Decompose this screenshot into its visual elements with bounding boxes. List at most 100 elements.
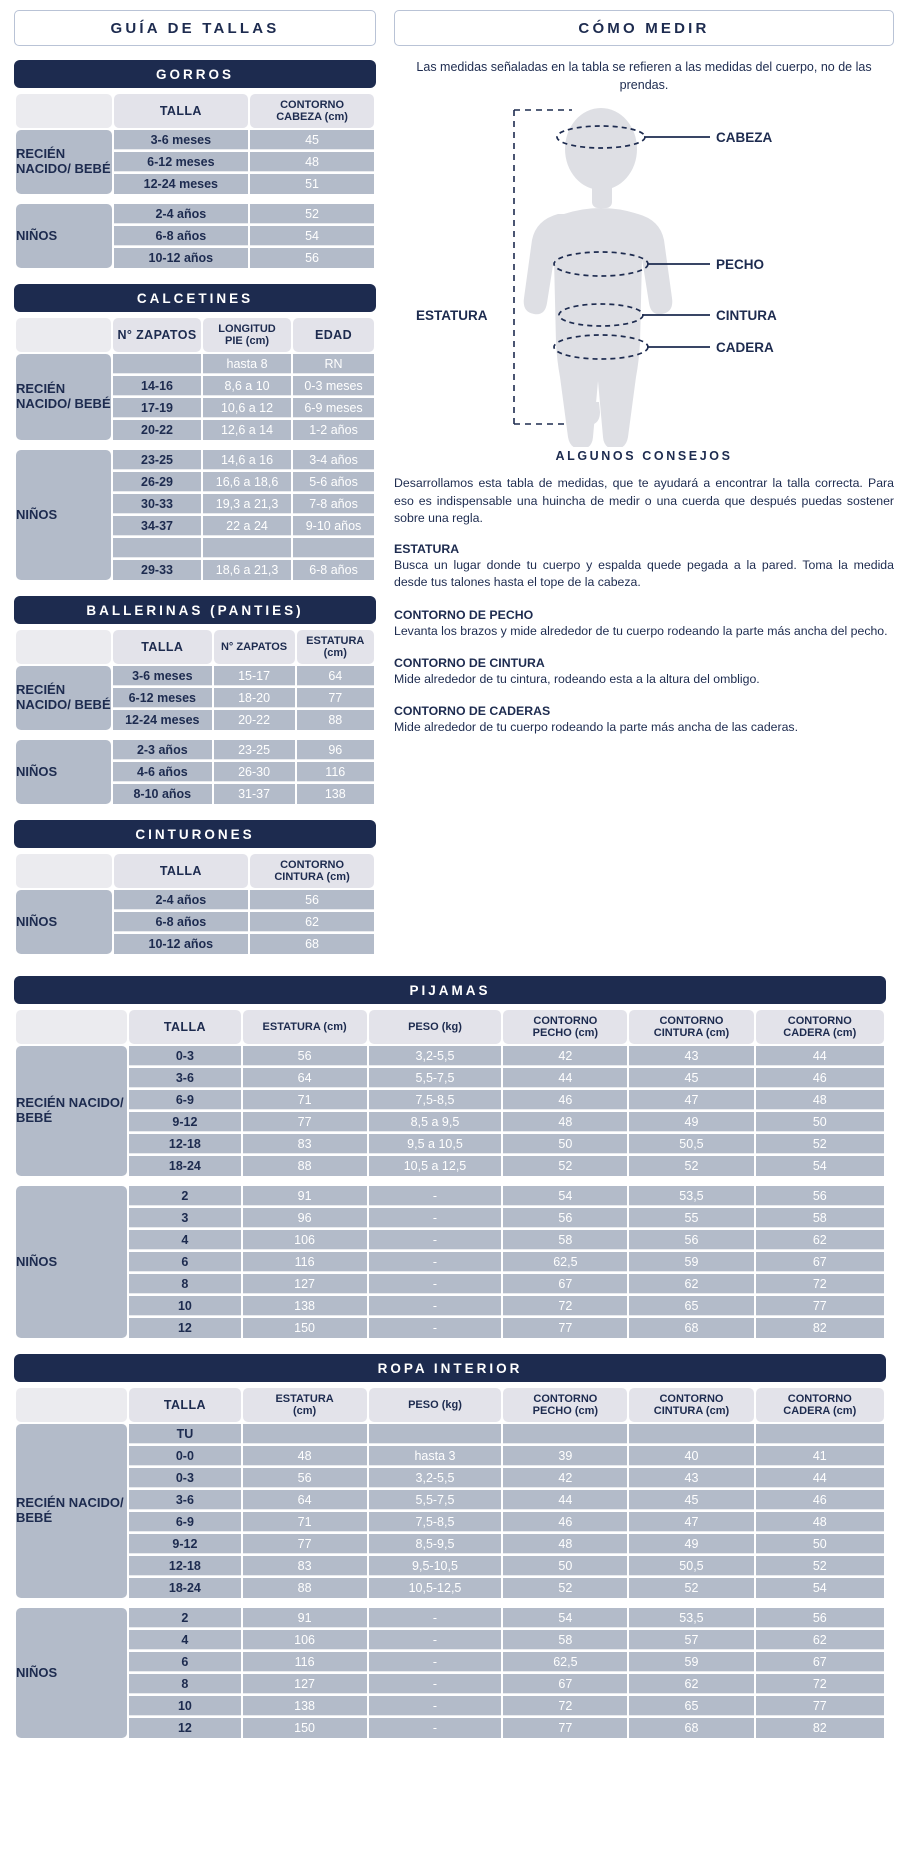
header-talla: TALLA — [113, 854, 249, 888]
cell-cadera: 77 — [755, 1296, 884, 1316]
cell-cintura — [629, 1424, 754, 1444]
cell-shoe: 26-29 — [113, 472, 202, 492]
cell-peso: - — [368, 1652, 502, 1672]
cell-age: RN — [293, 354, 374, 374]
label-cabeza: CABEZA — [716, 130, 772, 145]
label-estatura: ESTATURA — [416, 308, 488, 323]
cell-talla: 10 — [129, 1696, 241, 1716]
cell-cadera: 52 — [755, 1134, 884, 1154]
cell-cintura: 40 — [629, 1446, 754, 1466]
tip-estatura: ESTATURA Busca un lugar donde tu cuerpo … — [394, 542, 894, 592]
table-row: 10 138-72 65 77 — [16, 1296, 884, 1316]
estatura-bracket — [513, 109, 572, 426]
cell-age: 0-3 meses — [293, 376, 374, 396]
cell-estatura: 127 — [242, 1674, 367, 1694]
cell-cintura: 49 — [629, 1534, 754, 1554]
group-label-baby: RECIÉN NACIDO/ BEBÉ — [16, 666, 112, 730]
header-line1: CONTORNO — [280, 98, 345, 111]
cell-estatura: 106 — [242, 1630, 367, 1650]
table-row: 8-10 años 31-37 138 — [16, 784, 374, 804]
header-contorno-cabeza: CONTORNO CABEZA (cm) — [250, 94, 374, 128]
cell-peso: - — [368, 1674, 502, 1694]
table-gorros-grid: TALLA CONTORNO CABEZA (cm) RECIÉN NACIDO… — [14, 92, 376, 270]
cell-talla: 9-12 — [129, 1534, 241, 1554]
table-row: 4-6 años 26-30 116 — [16, 762, 374, 782]
cell-cadera: 82 — [755, 1718, 884, 1738]
header-blank — [16, 318, 112, 352]
table-row: 34-37 22 a 24 9-10 años — [16, 516, 374, 536]
header-blank — [16, 1010, 128, 1044]
group-spacer — [16, 1178, 884, 1184]
table-row: 10-12 años 56 — [16, 248, 374, 268]
cell-talla: 6-12 meses — [113, 688, 212, 708]
table-row: NIÑOS 23-25 14,6 a 16 3-4 años — [16, 450, 374, 580]
cell-cadera — [755, 1424, 884, 1444]
table-cinturones-grid: TALLA CONTORNO CINTURA (cm) NIÑOS 2-4 añ… — [14, 852, 376, 956]
cell-cintura: 45 — [629, 1068, 754, 1088]
cell-talla: 8 — [129, 1674, 241, 1694]
table-row: 3-6 64 5,5-7,5 44 45 46 — [16, 1068, 884, 1088]
cell-height: 64 — [296, 666, 374, 686]
cell-foot-length: 16,6 a 18,6 — [203, 472, 292, 492]
label-cintura: CINTURA — [716, 308, 777, 323]
table-row: 0-0 48 hasta 3 39 40 41 — [16, 1446, 884, 1466]
header-line1: ESTATURA — [275, 1392, 334, 1405]
cell-peso — [368, 1424, 502, 1444]
group-spacer — [16, 732, 374, 738]
cell-pecho: 48 — [503, 1534, 628, 1554]
cell-cintura: 65 — [629, 1696, 754, 1716]
cell-talla: 2 — [129, 1608, 241, 1628]
cell-talla: 3-6 meses — [113, 130, 249, 150]
header-contorno-cintura: CONTORNO CINTURA (cm) — [250, 854, 374, 888]
cell-talla: 6 — [129, 1252, 241, 1272]
header-talla: TALLA — [113, 630, 212, 664]
cell-estatura — [242, 1424, 367, 1444]
cell-cintura: 68 — [629, 1718, 754, 1738]
table-row: 9-12 77 8,5 a 9,5 48 49 50 — [16, 1112, 884, 1132]
cell-peso: - — [368, 1630, 502, 1650]
table-gorros: GORROS TALLA CONTORNO CABEZA (cm) RECIÉN… — [14, 60, 376, 270]
cell-peso: 5,5-7,5 — [368, 1068, 502, 1088]
table-row: 12-18 83 9,5 a 10,5 50 50,5 52 — [16, 1134, 884, 1154]
table-row: RECIÉN NACIDO/ BEBÉ 0-3 56 3,2-5,5 42 43 44 — [16, 1046, 884, 1176]
group-label-kids: NIÑOS — [16, 1186, 128, 1338]
table-row: 12 150-77 68 82 — [16, 1718, 884, 1738]
cell-pecho: 44 — [503, 1490, 628, 1510]
cell-estatura: 83 — [242, 1556, 367, 1576]
cell-talla: 2-4 años — [113, 204, 249, 224]
cell-talla: 6-9 — [129, 1090, 241, 1110]
pijamas-kids-group: NIÑOS 2 91-54 53,5 56 3 96-56 55 58 4 106-58 56 62 6 1… — [16, 1186, 884, 1338]
cell-foot-length: 19,3 a 21,3 — [203, 494, 292, 514]
cell-foot-length: 22 a 24 — [203, 516, 292, 536]
size-guide-column: GUÍA DE TALLAS GORROS TALLA CONTORNO CAB… — [14, 10, 376, 970]
cell-peso: 10,5-12,5 — [368, 1578, 502, 1598]
table-row: NIÑOS 2-3 años 23-25 96 — [16, 740, 374, 804]
cell-cintura: 57 — [629, 1630, 754, 1650]
header-blank — [16, 1388, 128, 1422]
header-line2: CINTURA (cm) — [274, 871, 350, 883]
cell-foot-length — [203, 538, 292, 558]
header-line2: CADERA (cm) — [783, 1405, 857, 1417]
cell-pecho: 56 — [503, 1208, 628, 1228]
cell-talla: 0-3 — [129, 1468, 241, 1488]
table-row: 12-24 meses 20-22 88 — [16, 710, 374, 730]
cell-estatura: 150 — [242, 1318, 367, 1338]
cell-peso: - — [368, 1718, 502, 1738]
cell-cintura: 59 — [629, 1652, 754, 1672]
group-label-kids: NIÑOS — [16, 450, 112, 580]
cell-peso: 9,5-10,5 — [368, 1556, 502, 1576]
cell-cintura: 62 — [629, 1274, 754, 1294]
cell-pecho: 58 — [503, 1230, 628, 1250]
cell-shoe: 31-37 — [213, 784, 295, 804]
header-blank — [16, 854, 112, 888]
cell-estatura: 56 — [242, 1468, 367, 1488]
cell-foot-length: 12,6 a 14 — [203, 420, 292, 440]
table-row: 6-9 71 7,5-8,5 46 47 48 — [16, 1090, 884, 1110]
cell-shoe: 23-25 — [213, 740, 295, 760]
cell-pecho: 52 — [503, 1578, 628, 1598]
cell-peso: - — [368, 1230, 502, 1250]
header-talla: TALLA — [129, 1388, 241, 1422]
header-estatura: ESTATURA (cm) — [242, 1388, 367, 1422]
group-label-baby: RECIÉN NACIDO/ BEBÉ — [16, 1424, 128, 1598]
header-contorno-cintura: CONTORNO CINTURA (cm) — [629, 1010, 754, 1044]
